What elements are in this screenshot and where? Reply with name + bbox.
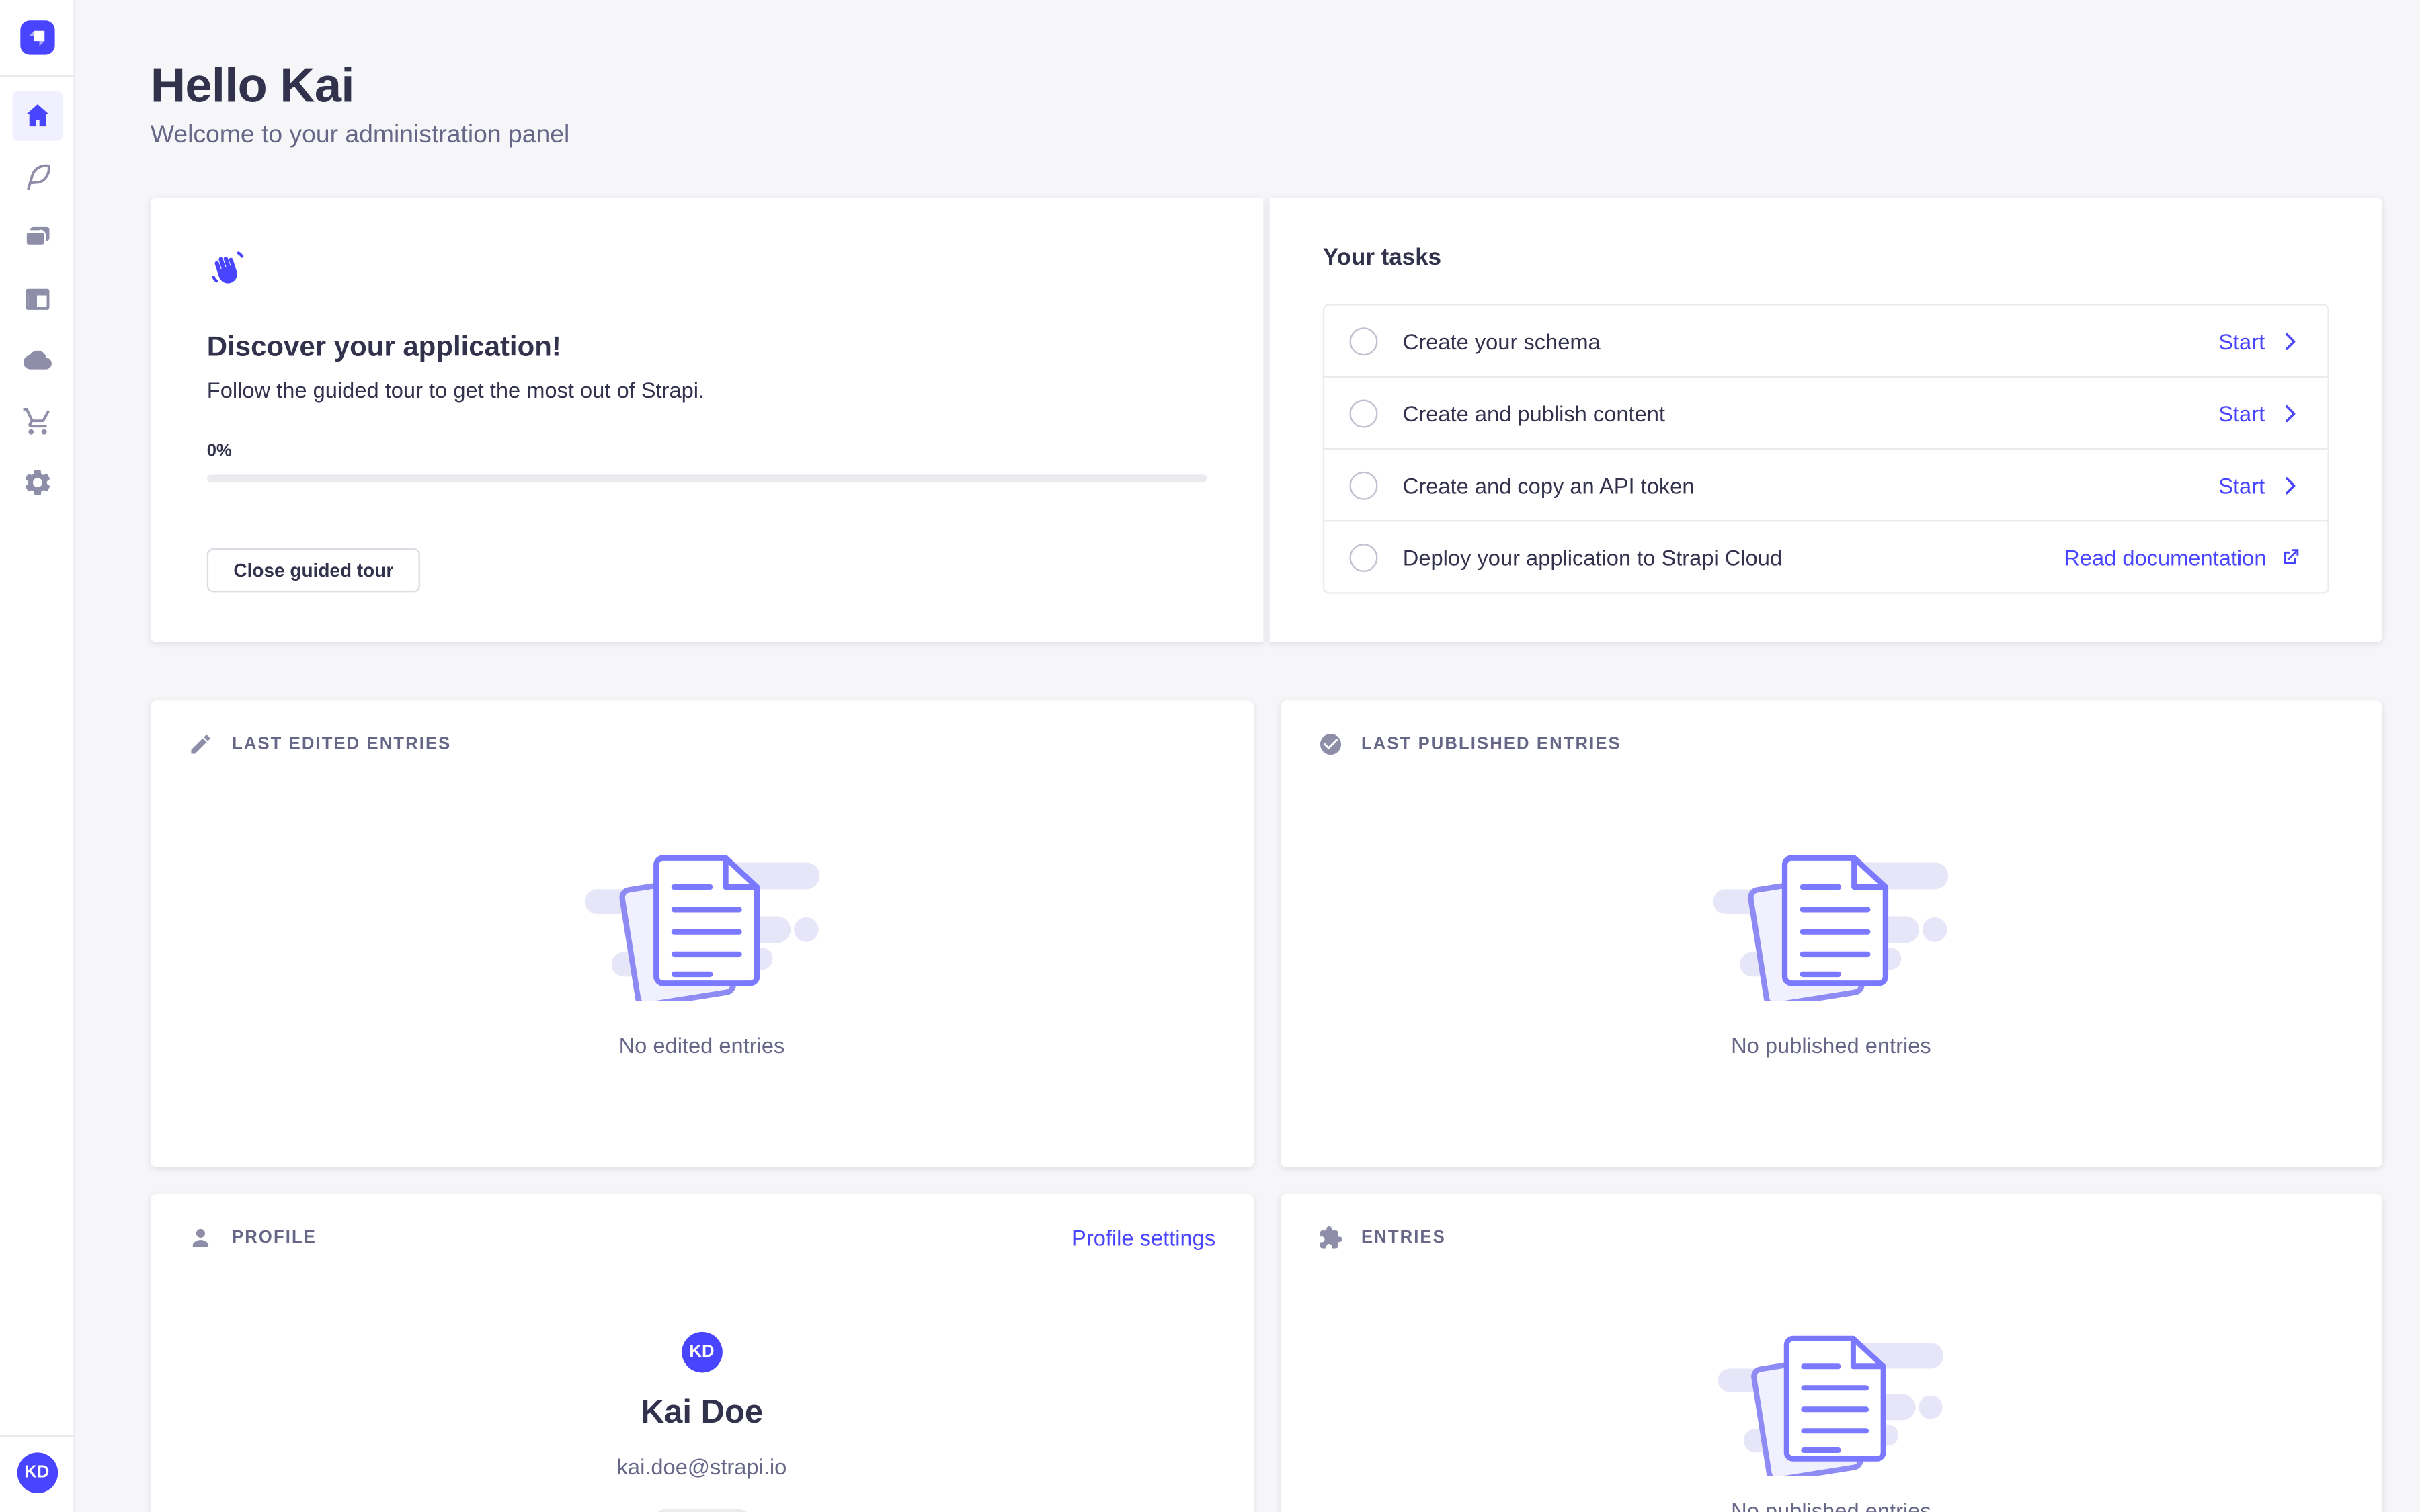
widget-header: LAST EDITED ENTRIES xyxy=(188,732,1215,757)
user-avatar[interactable]: KD xyxy=(16,1452,58,1494)
home-icon xyxy=(26,104,48,127)
entries-card: ENTRIES xyxy=(1279,1193,2383,1512)
widget-header: LAST PUBLISHED ENTRIES xyxy=(1318,732,2345,757)
profile-email: kai.doe@strapi.io xyxy=(616,1454,787,1480)
task-action-label: Start xyxy=(2218,400,2265,426)
media-icon xyxy=(24,226,49,247)
read-documentation-link[interactable]: Read documentation xyxy=(2064,544,2302,570)
sidebar-divider-top xyxy=(0,75,74,77)
tasks-heading: Your tasks xyxy=(1322,244,1442,271)
discover-title: Discover your application! xyxy=(206,330,561,362)
task-start-link[interactable]: Start xyxy=(2218,328,2302,353)
empty-state: No edited entries xyxy=(188,845,1215,1058)
profile-role-badge xyxy=(650,1509,754,1512)
task-label: Create your schema xyxy=(1402,328,1601,353)
sidebar: KD xyxy=(0,0,75,1512)
widget-title: ENTRIES xyxy=(1361,1228,1446,1247)
entries-widgets-row: LAST EDITED ENTRIES xyxy=(150,700,2383,1168)
progress-label: 0% xyxy=(206,442,232,461)
sidebar-nav xyxy=(11,91,63,508)
last-edited-entries-card: LAST EDITED ENTRIES xyxy=(150,700,1254,1168)
layout-icon xyxy=(25,288,49,310)
page-title: Hello Kai xyxy=(150,58,355,113)
sidebar-item-marketplace[interactable] xyxy=(11,396,62,447)
sidebar-bottom: KD xyxy=(0,1435,74,1512)
empty-state: No published entries xyxy=(1318,845,2345,1058)
empty-state-text: No published entries xyxy=(1731,1498,1931,1512)
task-label: Create and copy an API token xyxy=(1402,472,1695,498)
profile-settings-link[interactable]: Profile settings xyxy=(1072,1225,1216,1251)
widget-title: LAST PUBLISHED ENTRIES xyxy=(1361,734,1621,754)
last-published-entries-card: LAST PUBLISHED ENTRIES xyxy=(1279,700,2383,1168)
documents-illustration xyxy=(584,855,819,1001)
task-status-circle xyxy=(1349,470,1378,499)
cloud-icon xyxy=(22,350,51,370)
external-link-icon xyxy=(2284,549,2299,564)
widget-header: PROFILE Profile settings xyxy=(188,1225,1216,1251)
widget-title: PROFILE xyxy=(232,1228,317,1247)
sidebar-item-settings[interactable] xyxy=(11,458,62,508)
profile-name: Kai Doe xyxy=(640,1394,764,1431)
profile-entries-row: PROFILE Profile settings KD Kai Doe kai.… xyxy=(150,1193,2383,1512)
task-row-create-schema[interactable]: Create your schema Start xyxy=(1324,306,2327,376)
user-icon xyxy=(192,1228,209,1247)
task-status-circle xyxy=(1349,327,1378,355)
discover-body: Follow the guided tour to get the most o… xyxy=(206,377,705,403)
progress-bar xyxy=(206,474,1207,483)
profile-body: KD Kai Doe kai.doe@strapi.io xyxy=(188,1331,1215,1512)
pencil-icon xyxy=(191,734,210,754)
documents-illustration xyxy=(1713,855,1949,1001)
task-action-label: Start xyxy=(2218,328,2265,353)
task-row-publish-content[interactable]: Create and publish content Start xyxy=(1324,376,2328,448)
feather-icon xyxy=(26,164,50,190)
gear-icon xyxy=(24,470,50,495)
widget-header: ENTRIES xyxy=(1318,1225,2345,1250)
sidebar-item-content-manager[interactable] xyxy=(11,152,62,202)
chevron-right-icon xyxy=(2286,332,2296,349)
avatar-initials: KD xyxy=(24,1463,50,1482)
sidebar-item-content-type-builder[interactable] xyxy=(11,274,62,325)
task-label: Create and publish content xyxy=(1402,400,1665,426)
empty-state-text: No edited entries xyxy=(618,1032,785,1058)
strapi-logo-icon xyxy=(28,30,44,46)
discover-card: Discover your application! Follow the gu… xyxy=(150,197,1264,642)
waving-hand-icon xyxy=(212,251,244,284)
cart-icon xyxy=(22,407,49,435)
task-status-circle xyxy=(1349,542,1378,571)
task-action-label: Start xyxy=(2218,472,2265,498)
avatar-initials: KD xyxy=(689,1343,715,1362)
empty-state-text: No published entries xyxy=(1731,1032,1931,1058)
task-row-deploy-cloud[interactable]: Deploy your application to Strapi Cloud … xyxy=(1324,520,2328,592)
empty-state: No published entries xyxy=(1318,1326,2345,1512)
task-action-label: Read documentation xyxy=(2064,544,2267,570)
profile-avatar[interactable]: KD xyxy=(681,1331,723,1373)
puzzle-icon xyxy=(1319,1226,1342,1249)
task-start-link[interactable]: Start xyxy=(2218,401,2302,425)
widget-title: LAST EDITED ENTRIES xyxy=(232,734,452,754)
main-content: Hello Kai Welcome to your administration… xyxy=(75,0,2420,1512)
sidebar-divider-bottom xyxy=(0,1435,74,1437)
sidebar-item-media-library[interactable] xyxy=(11,213,62,263)
strapi-logo[interactable] xyxy=(19,20,54,55)
sidebar-item-cloud[interactable] xyxy=(11,335,62,386)
task-row-api-token[interactable]: Create and copy an API token Start xyxy=(1324,448,2328,520)
task-label: Deploy your application to Strapi Cloud xyxy=(1402,544,1783,570)
page-subtitle: Welcome to your administration panel xyxy=(150,122,570,149)
tasks-card: Your tasks Create your schema Start Crea… xyxy=(1269,197,2383,642)
profile-card: PROFILE Profile settings KD Kai Doe kai.… xyxy=(150,1193,1254,1512)
documents-illustration xyxy=(1718,1335,1944,1476)
check-circle-icon xyxy=(1319,733,1340,755)
chevron-right-icon xyxy=(2286,476,2296,494)
task-status-circle xyxy=(1349,398,1378,427)
tasks-list: Create your schema Start Create and publ… xyxy=(1322,304,2329,594)
close-guided-tour-button[interactable]: Close guided tour xyxy=(206,548,420,593)
chevron-right-icon xyxy=(2286,404,2296,421)
sidebar-item-home[interactable] xyxy=(11,91,63,141)
task-start-link[interactable]: Start xyxy=(2218,472,2302,497)
guided-tour-panel: Discover your application! Follow the gu… xyxy=(150,197,2383,642)
